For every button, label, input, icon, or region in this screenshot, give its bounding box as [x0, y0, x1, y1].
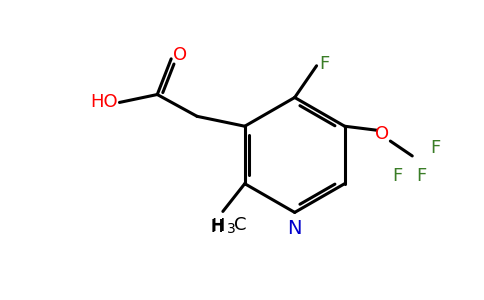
- Text: 3: 3: [227, 222, 236, 236]
- Text: O: O: [173, 46, 187, 64]
- Text: H: H: [211, 218, 223, 236]
- Text: HO: HO: [90, 93, 118, 111]
- Text: F: F: [430, 139, 440, 157]
- Text: H: H: [212, 218, 225, 236]
- Text: O: O: [376, 125, 390, 143]
- Text: H: H: [211, 218, 223, 236]
- Text: N: N: [287, 219, 302, 238]
- Text: F: F: [416, 167, 426, 185]
- Text: F: F: [319, 55, 330, 73]
- Text: C: C: [234, 216, 246, 234]
- Text: F: F: [393, 167, 403, 185]
